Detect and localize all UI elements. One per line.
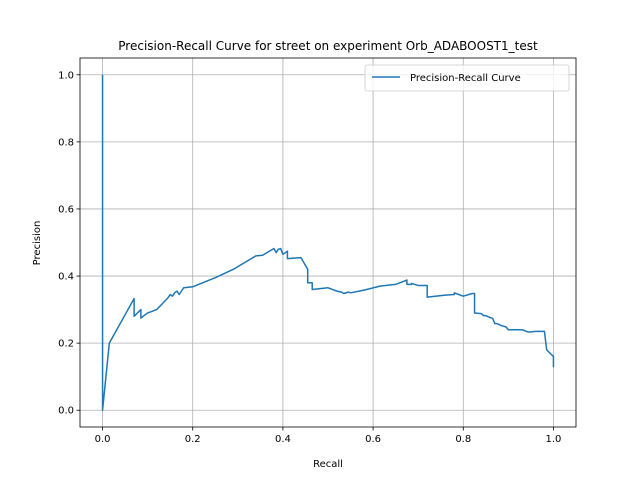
x-tick-label: 0.2	[185, 434, 201, 445]
x-axis-title: Recall	[313, 459, 343, 470]
series-line	[101, 74, 555, 411]
y-tick-label: 1.0	[58, 70, 74, 81]
series-layer	[101, 74, 555, 411]
y-tick-label: 0.4	[58, 272, 74, 283]
y-tick-label: 0.2	[58, 339, 74, 350]
x-tick-label: 0.6	[365, 434, 381, 445]
y-tick-label: 0.6	[58, 204, 74, 215]
x-tick-label: 1.0	[546, 434, 562, 445]
legend: Precision-Recall Curve	[364, 64, 570, 92]
ticks: 0.0 0.2 0.4 0.6 0.8 1.0 0.0 0.2 0.4 0.6 0.8 1.0	[58, 70, 561, 445]
grid	[80, 58, 576, 427]
legend-box	[364, 64, 570, 92]
chart-title: Precision-Recall Curve for street on exp…	[118, 39, 538, 53]
x-tick-label: 0.4	[275, 434, 291, 445]
plot-frame	[79, 57, 577, 428]
x-tick-label: 0.0	[95, 434, 111, 445]
y-tick-label: 0.8	[58, 137, 74, 148]
y-axis-title: Precision	[32, 221, 43, 266]
x-tick-label: 0.8	[455, 434, 471, 445]
legend-label: Precision-Recall Curve	[410, 73, 521, 84]
y-tick-label: 0.0	[58, 406, 74, 417]
